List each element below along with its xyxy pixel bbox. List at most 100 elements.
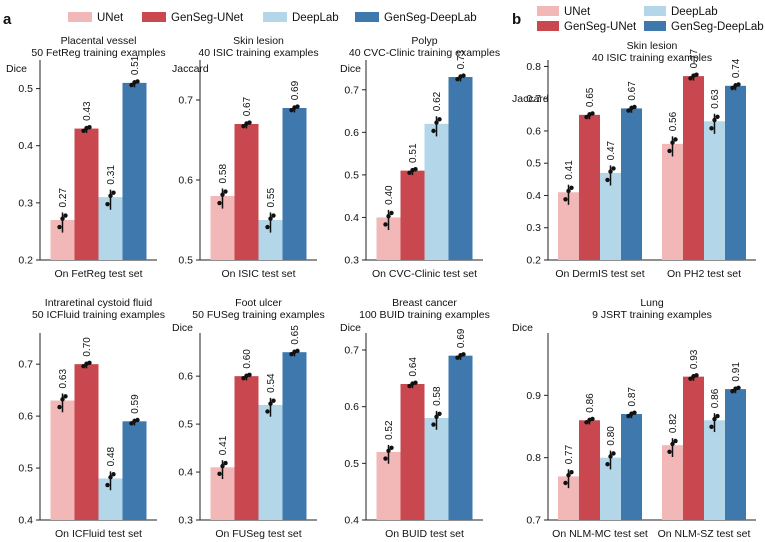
chart-title-line: 9 JSRT training examples: [592, 309, 712, 321]
bar-value-label: 0.74: [731, 58, 742, 78]
bar-genseg-unet: [74, 128, 99, 260]
bar-unet: [662, 143, 683, 260]
y-tick-label: 0.2: [18, 255, 33, 267]
bar-genseg-deeplab: [725, 85, 746, 260]
legend-swatch-genseg-unet: [142, 12, 166, 22]
y-tick-label: 0.5: [178, 419, 193, 431]
y-tick-label: 0.6: [178, 175, 193, 187]
bar-deeplab: [258, 404, 283, 520]
bar-genseg-deeplab: [282, 108, 307, 260]
y-axis-label: Dice: [6, 63, 27, 75]
replicate-dot: [632, 104, 637, 110]
y-tick-label: 0.4: [526, 190, 541, 202]
replicate-dot: [81, 128, 86, 133]
replicate-dot: [632, 410, 637, 415]
y-tick-label: 0.8: [526, 61, 541, 73]
bar-value-label: 0.86: [710, 388, 721, 408]
replicate-dot: [431, 422, 436, 427]
replicate-dot: [431, 128, 436, 134]
bar-genseg-deeplab: [122, 82, 147, 260]
y-tick-label: 0.3: [344, 255, 359, 267]
chart-title-line: Placental vessel: [61, 35, 137, 47]
legend-b-label-unet: UNet: [564, 6, 591, 18]
legend-label-deeplab: DeepLab: [292, 12, 339, 24]
replicate-dot: [135, 417, 140, 423]
panel-a-label: a: [3, 11, 12, 28]
bar-value-label: 0.41: [564, 160, 575, 180]
x-group-label: On ISIC test set: [221, 268, 295, 280]
replicate-dot: [709, 126, 714, 131]
replicate-dot: [626, 413, 631, 419]
bar-value-label: 0.43: [82, 101, 93, 121]
bar-genseg-deeplab: [122, 421, 147, 520]
replicate-dot: [223, 460, 228, 466]
bar-value-label: 0.70: [82, 337, 93, 357]
bar-value-label: 0.69: [456, 328, 467, 348]
bar-unet: [558, 476, 579, 520]
y-tick-label: 0.6: [344, 401, 359, 413]
replicate-dot: [455, 355, 460, 360]
panel-b-label: b: [512, 11, 521, 28]
replicate-dot: [87, 124, 92, 130]
y-tick-label: 0.5: [344, 169, 359, 181]
replicate-dot: [63, 213, 68, 218]
replicate-dot: [271, 213, 276, 218]
bar-genseg-unet: [683, 76, 704, 261]
y-tick-label: 0.6: [18, 411, 33, 423]
bar-genseg-unet: [579, 114, 600, 260]
legend-label-genseg-deeplab: GenSeg-DeepLab: [384, 12, 477, 24]
bar-value-label: 0.65: [290, 325, 301, 345]
replicate-dot: [105, 201, 110, 207]
replicate-dot: [223, 189, 228, 194]
replicate-dot: [129, 82, 134, 88]
replicate-dot: [265, 409, 270, 414]
y-tick-label: 0.7: [18, 359, 33, 371]
replicate-dot: [295, 104, 300, 109]
chart-title-line: Polyp: [411, 35, 437, 47]
y-axis-label: Dice: [340, 322, 361, 334]
legend-a: UNet GenSeg-UNet DeepLab GenSeg-DeepLab: [68, 12, 477, 24]
bar-value-label: 0.63: [58, 369, 69, 389]
legend-label-genseg-unet: GenSeg-UNet: [171, 12, 244, 24]
bar-value-label: 0.48: [106, 446, 117, 466]
bar-value-label: 0.82: [668, 413, 679, 433]
y-tick-label: 0.5: [18, 83, 33, 95]
y-tick-label: 0.8: [526, 452, 541, 464]
legend-swatch-genseg-deeplab: [355, 12, 379, 22]
replicate-dot: [712, 117, 717, 123]
bar-genseg-unet: [400, 384, 425, 520]
x-group-label: On FUSeg test set: [215, 528, 301, 540]
legend-b-label-genseg-deeplab: GenSeg-DeepLab: [671, 21, 764, 33]
bar-value-label: 0.87: [627, 387, 638, 407]
bar-genseg-deeplab: [448, 77, 473, 261]
bar-genseg-unet: [74, 364, 99, 520]
bar-value-label: 0.63: [710, 89, 721, 109]
bar-genseg-deeplab: [448, 355, 473, 520]
chart-title-line: 40 ISIC training examples: [592, 52, 712, 64]
bar-genseg-unet: [400, 170, 425, 260]
legend-b-swatch-genseg-unet: [537, 21, 559, 31]
chart-title-line: 40 ISIC training examples: [198, 47, 318, 59]
replicate-dot: [383, 222, 388, 227]
bar-value-label: 0.59: [130, 394, 141, 414]
replicate-dot: [389, 210, 394, 216]
x-group-label: On DermIS test set: [555, 268, 644, 280]
y-tick-label: 0.7: [344, 84, 359, 96]
replicate-dot: [111, 190, 116, 195]
replicate-dot: [81, 364, 86, 369]
bar-genseg-unet: [234, 124, 259, 260]
bar-value-label: 0.73: [456, 49, 467, 69]
y-tick-label: 0.4: [18, 140, 33, 152]
bar-genseg-deeplab: [621, 414, 642, 520]
replicate-dot: [437, 117, 442, 122]
bar-unet: [662, 445, 683, 520]
x-group-label: On NLM-MC test set: [552, 528, 648, 540]
replicate-dot: [566, 472, 571, 478]
replicate-dot: [584, 420, 589, 425]
y-tick-label: 0.6: [178, 371, 193, 383]
replicate-dot: [217, 200, 222, 206]
